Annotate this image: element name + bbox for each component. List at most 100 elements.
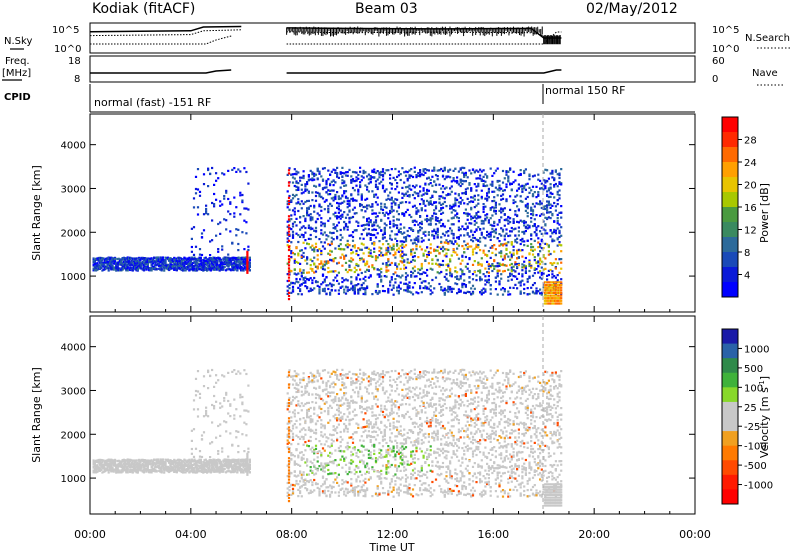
power-echo-cell [366,285,369,288]
power-echo-cell [313,178,316,181]
power-echo-cell [413,239,416,242]
power-echo-cell [96,257,99,260]
power-echo-cell [355,179,358,182]
power-echo-cell [494,186,497,189]
power-echo-cell [512,265,515,268]
power-echo-cell [546,284,549,287]
power-echo-cell [300,254,303,257]
power-echo-cell [159,261,162,264]
power-echo-cell [392,222,395,225]
power-echo-cell [376,170,379,173]
power-echo-cell [503,257,506,260]
power-echo-cell [287,273,291,276]
power-echo-cell [291,288,295,291]
power-echo-cell [307,175,310,178]
power-echo-cell [494,228,497,231]
power-echo-cell [178,264,181,268]
power-echo-cell [422,232,425,235]
power-echo-cell [443,166,446,169]
power-echo-cell [473,206,476,209]
power-echo-cell [364,291,367,294]
power-echo-cell [221,245,224,248]
power-echo-cell [180,259,183,263]
power-echo-cell [546,194,549,197]
power-echo-cell [558,297,562,300]
power-echo-cell [519,169,522,172]
power-echo-cell [291,290,295,293]
power-echo-cell [440,208,443,211]
power-echo-cell [346,213,349,216]
power-echo-cell [209,240,212,243]
power-echo-cell [457,278,460,281]
power-echo-cell [509,182,512,185]
power-echo-cell [366,223,369,226]
power-echo-cell [287,239,291,242]
power-echo-cell [236,260,239,263]
power-echo-cell [314,199,318,202]
power-echo-cell [406,229,409,233]
power-echo-cell [367,173,370,176]
power-echo-cell [547,216,550,219]
velocity-echo-cell [131,460,134,463]
power-echo-cell [447,290,450,293]
power-echo-cell [530,213,533,216]
power-echo-cell [202,266,205,269]
power-echo-cell [500,252,503,255]
velocity-echo-cell [96,470,99,473]
power-echo-cell [337,221,340,224]
power-echo-cell [353,206,356,209]
power-echo-cell [505,219,508,222]
power-echo-cell [410,270,413,273]
power-echo-cell [387,194,390,197]
power-echo-cell [202,261,205,265]
power-echo-cell [500,273,503,276]
power-echo-cell [122,267,125,270]
power-echo-cell [555,281,558,284]
power-echo-cell [205,212,208,215]
power-echo-cell [459,179,462,182]
power-echo-cell [290,255,293,259]
power-echo-cell [547,294,550,297]
power-echo-cell [196,206,200,209]
power-echo-cell [401,243,404,246]
power-echo-cell [457,244,460,247]
power-echo-cell [332,260,335,263]
power-echo-cell [551,192,554,195]
power-echo-cell [390,207,393,210]
power-echo-cell [332,199,335,202]
power-echo-cell [544,267,547,270]
power-echo-cell [297,198,300,201]
power-echo-cell [399,223,402,226]
velocity-echo-cell [105,461,108,464]
power-echo-cell [512,269,515,272]
power-echo-cell [468,270,471,273]
power-echo-cell [549,252,552,256]
power-echo-cell [95,265,98,268]
power-echo-cell [396,244,399,247]
power-echo-cell [141,267,144,270]
power-echo-cell [452,177,455,180]
power-echo-cell [219,221,222,224]
power-echo-cell [120,263,123,266]
power-echo-cell [307,199,310,202]
power-echo-cell [208,260,211,264]
power-echo-cell [500,250,503,253]
power-echo-cell [341,277,344,280]
power-echo-cell [304,185,307,188]
power-echo-cell [424,182,427,185]
power-echo-cell [287,294,291,298]
power-echo-cell [463,279,466,282]
power-echo-cell [464,265,467,268]
power-echo-cell [475,169,478,172]
power-echo-cell [287,172,291,175]
power-echo-cell [245,262,248,265]
power-echo-cell [408,213,411,217]
power-echo-cell [514,179,517,182]
power-echo-cell [450,217,453,220]
power-echo-cell [287,261,291,264]
power-echo-cell [549,262,552,265]
power-echo-cell [471,290,475,293]
velocity-echo-cell [117,462,120,465]
power-echo-cell [417,192,420,195]
power-echo-cell [408,187,411,190]
